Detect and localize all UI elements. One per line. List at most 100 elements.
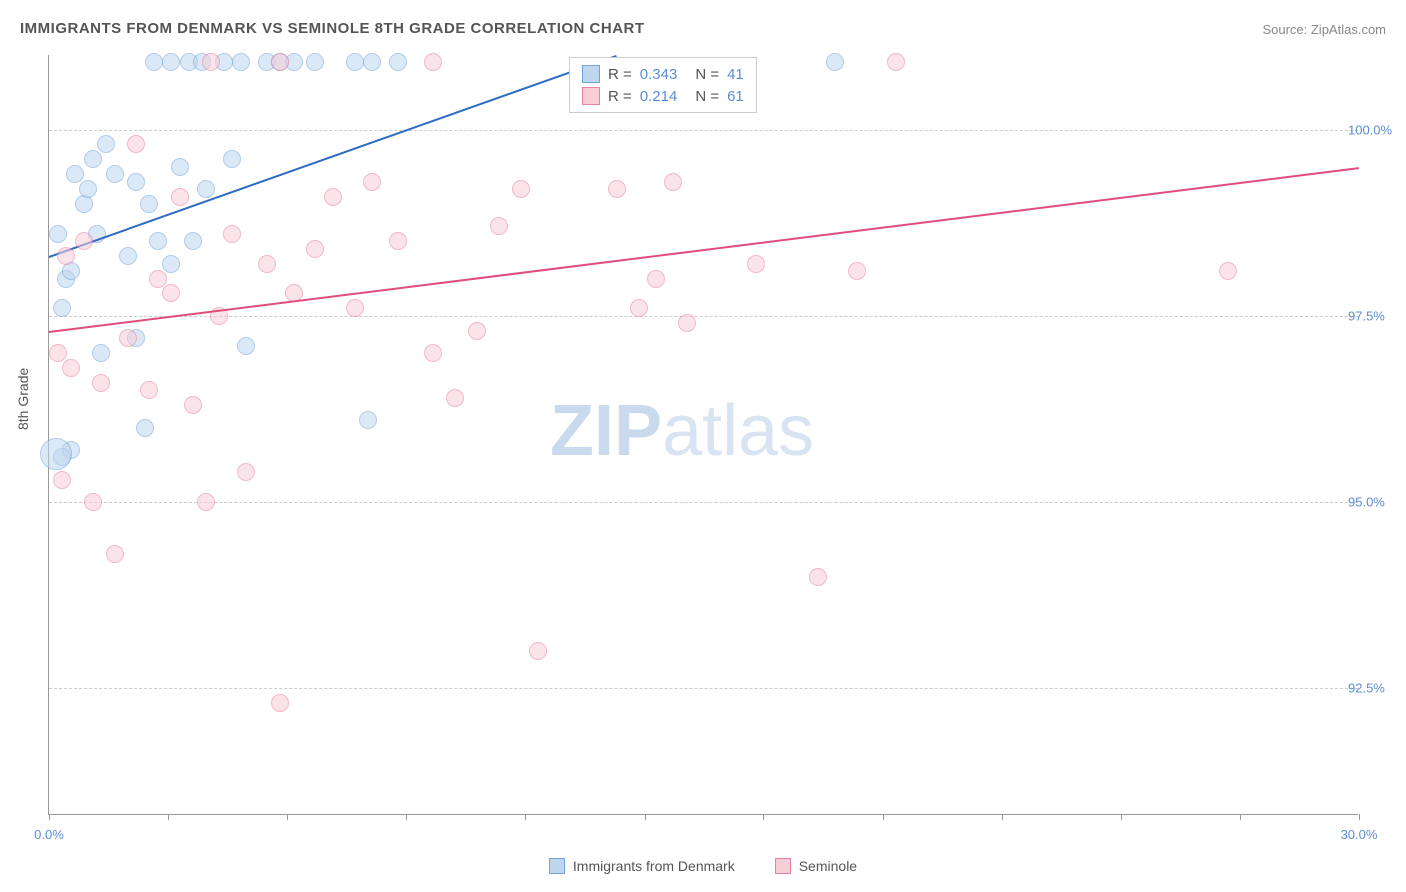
- xtick-label: 30.0%: [1341, 827, 1378, 842]
- scatter-point: [306, 240, 324, 258]
- legend-swatch: [775, 858, 791, 874]
- scatter-point: [171, 158, 189, 176]
- scatter-point: [75, 232, 93, 250]
- scatter-point: [363, 173, 381, 191]
- scatter-point: [92, 374, 110, 392]
- legend-item: Immigrants from Denmark: [549, 858, 735, 874]
- scatter-point: [127, 173, 145, 191]
- scatter-point: [184, 396, 202, 414]
- scatter-point: [346, 53, 364, 71]
- scatter-point: [232, 53, 250, 71]
- scatter-point: [136, 419, 154, 437]
- scatter-point: [529, 642, 547, 660]
- scatter-point: [363, 53, 381, 71]
- scatter-point: [324, 188, 342, 206]
- scatter-point: [630, 299, 648, 317]
- r-value: 0.343: [640, 66, 678, 83]
- scatter-point: [145, 53, 163, 71]
- scatter-point: [149, 232, 167, 250]
- xtick: [883, 814, 884, 820]
- gridline: [49, 316, 1358, 317]
- chart-title: IMMIGRANTS FROM DENMARK VS SEMINOLE 8TH …: [20, 20, 645, 37]
- scatter-point: [389, 232, 407, 250]
- scatter-point: [171, 188, 189, 206]
- correlation-row: R = 0.343 N = 41: [582, 63, 744, 85]
- scatter-point: [84, 493, 102, 511]
- scatter-point: [223, 150, 241, 168]
- xtick: [49, 814, 50, 820]
- legend-swatch: [582, 87, 600, 105]
- scatter-point: [53, 299, 71, 317]
- scatter-point: [664, 173, 682, 191]
- gridline: [49, 130, 1358, 131]
- legend-swatch: [582, 65, 600, 83]
- scatter-point: [57, 247, 75, 265]
- scatter-point: [512, 180, 530, 198]
- xtick: [525, 814, 526, 820]
- scatter-point: [446, 389, 464, 407]
- scatter-point: [62, 359, 80, 377]
- xtick: [1240, 814, 1241, 820]
- scatter-point: [162, 53, 180, 71]
- source-attribution: Source: ZipAtlas.com: [1262, 22, 1386, 37]
- xtick-label: 0.0%: [34, 827, 64, 842]
- scatter-point: [140, 195, 158, 213]
- scatter-point: [271, 53, 289, 71]
- correlation-box: R = 0.343 N = 41 R =0.214N =61: [569, 57, 757, 113]
- scatter-point: [92, 344, 110, 362]
- scatter-point: [848, 262, 866, 280]
- scatter-point: [271, 694, 289, 712]
- ytick-label: 95.0%: [1348, 495, 1406, 510]
- xtick: [1359, 814, 1360, 820]
- scatter-point: [424, 53, 442, 71]
- scatter-point: [106, 545, 124, 563]
- xtick: [287, 814, 288, 820]
- scatter-point: [53, 471, 71, 489]
- scatter-point: [424, 344, 442, 362]
- scatter-point: [306, 53, 324, 71]
- ytick-label: 92.5%: [1348, 681, 1406, 696]
- r-value: 0.214: [640, 88, 678, 105]
- scatter-point: [747, 255, 765, 273]
- scatter-point: [79, 180, 97, 198]
- scatter-point: [678, 314, 696, 332]
- xtick: [1121, 814, 1122, 820]
- ytick-label: 100.0%: [1348, 122, 1406, 137]
- n-label: N =: [695, 66, 719, 83]
- scatter-point: [647, 270, 665, 288]
- scatter-point: [184, 232, 202, 250]
- scatter-point: [119, 329, 137, 347]
- correlation-row: R =0.214N =61: [582, 85, 744, 107]
- scatter-point: [359, 411, 377, 429]
- gridline: [49, 502, 1358, 503]
- scatter-point: [66, 165, 84, 183]
- scatter-point: [346, 299, 364, 317]
- n-value: 41: [727, 66, 744, 83]
- y-axis-label: 8th Grade: [15, 368, 31, 430]
- bottom-legend: Immigrants from Denmark Seminole: [0, 858, 1406, 874]
- scatter-point: [1219, 262, 1237, 280]
- scatter-point: [106, 165, 124, 183]
- scatter-point: [162, 284, 180, 302]
- scatter-point: [826, 53, 844, 71]
- legend-label: Seminole: [799, 858, 857, 874]
- scatter-point: [490, 217, 508, 235]
- xtick: [1002, 814, 1003, 820]
- scatter-point: [127, 135, 145, 153]
- xtick: [406, 814, 407, 820]
- scatter-point: [84, 150, 102, 168]
- scatter-point: [237, 463, 255, 481]
- xtick: [763, 814, 764, 820]
- scatter-point: [468, 322, 486, 340]
- scatter-point: [97, 135, 115, 153]
- trend-line: [49, 55, 617, 258]
- scatter-point: [389, 53, 407, 71]
- scatter-point: [119, 247, 137, 265]
- plot-area: 92.5%95.0%97.5%100.0%0.0%30.0%R =0.343N …: [48, 55, 1358, 815]
- legend-swatch: [549, 858, 565, 874]
- r-label: R =: [608, 66, 632, 83]
- legend-label: Immigrants from Denmark: [573, 858, 735, 874]
- ytick-label: 97.5%: [1348, 308, 1406, 323]
- xtick: [168, 814, 169, 820]
- scatter-point: [197, 493, 215, 511]
